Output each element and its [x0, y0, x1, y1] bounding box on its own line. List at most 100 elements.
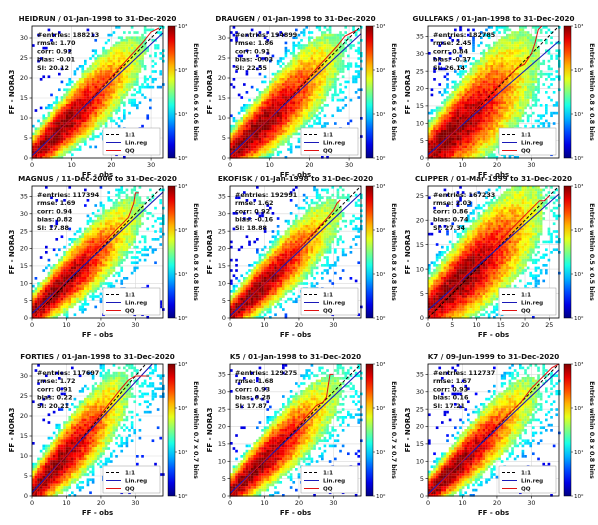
heatmap-cell — [552, 91, 556, 94]
heatmap-cell — [292, 49, 296, 53]
heatmap-cell — [282, 117, 285, 120]
heatmap-cell — [81, 308, 85, 311]
heatmap-cell — [143, 85, 147, 89]
heatmap-cell — [34, 310, 38, 314]
heatmap-cell — [435, 140, 439, 144]
heatmap-cell — [438, 122, 442, 125]
heatmap-cell — [245, 49, 249, 53]
heatmap-cell — [235, 156, 238, 159]
heatmap-cell — [438, 124, 442, 128]
heatmap-cell — [534, 67, 538, 71]
heatmap-cell — [130, 65, 134, 68]
heatmap-cell — [276, 96, 280, 99]
heatmap-cell — [490, 78, 494, 81]
heatmap-cell — [555, 54, 559, 58]
heatmap-cell — [451, 104, 455, 107]
heatmap-cell — [508, 109, 512, 112]
heatmap-cell — [258, 91, 262, 94]
heatmap-cell — [266, 104, 270, 107]
heatmap-cell — [73, 98, 77, 102]
heatmap-cell — [302, 28, 306, 32]
heatmap-cell — [123, 156, 126, 159]
heatmap-cell — [516, 122, 520, 125]
heatmap-cell — [269, 59, 272, 63]
heatmap-cell — [451, 101, 455, 105]
heatmap-cell — [292, 109, 296, 112]
heatmap-cell — [315, 49, 319, 53]
heatmap-cell — [334, 91, 337, 94]
heatmap-cell — [487, 46, 491, 50]
heatmap-cell — [245, 70, 249, 73]
heatmap-cell — [513, 109, 517, 112]
heatmap-cell — [443, 111, 447, 115]
heatmap-cell — [76, 96, 79, 99]
heatmap-cell — [500, 49, 504, 53]
heatmap-cell — [84, 271, 87, 275]
heatmap-cell — [128, 49, 131, 53]
heatmap-cell — [537, 65, 540, 68]
heatmap-cell — [508, 114, 512, 118]
heatmap-cell — [60, 305, 64, 309]
heatmap-cell — [282, 127, 285, 131]
heatmap-cell — [456, 156, 460, 159]
heatmap-cell — [60, 277, 64, 280]
heatmap-cell — [542, 72, 546, 76]
heatmap-cell — [266, 130, 270, 133]
heatmap-cell — [485, 109, 488, 112]
heatmap-cell — [287, 140, 290, 144]
heatmap-cell — [454, 28, 457, 32]
heatmap-cell — [65, 269, 69, 272]
heatmap-cell — [89, 57, 92, 60]
heatmap-cell — [495, 88, 499, 92]
heatmap-cell — [341, 98, 345, 102]
heatmap-cell — [84, 243, 87, 246]
heatmap-cell — [81, 140, 85, 144]
heatmap-cell — [115, 62, 118, 66]
heatmap-cell — [99, 111, 103, 115]
heatmap-cell — [94, 271, 98, 275]
heatmap-cell — [347, 122, 350, 125]
heatmap-cell — [495, 70, 499, 73]
ytick-label: 35 — [416, 33, 424, 41]
heatmap-cell — [448, 52, 452, 55]
heatmap-cell — [50, 225, 53, 228]
heatmap-cell — [274, 132, 277, 136]
heatmap-cell — [467, 130, 470, 133]
heatmap-cell — [136, 106, 139, 110]
heatmap-cell — [446, 111, 449, 115]
heatmap-cell — [128, 44, 131, 47]
heatmap-cell — [295, 104, 298, 107]
heatmap-cell — [250, 28, 254, 32]
heatmap-cell — [39, 78, 43, 81]
heatmap-cell — [243, 148, 246, 151]
heatmap-cell — [71, 305, 74, 309]
heatmap-cell — [271, 106, 275, 110]
heatmap-cell — [279, 88, 283, 92]
heatmap-cell — [323, 46, 327, 50]
heatmap-cell — [287, 93, 290, 97]
heatmap-cell — [250, 114, 254, 118]
heatmap-cell — [243, 122, 246, 125]
heatmap-cell — [521, 88, 525, 92]
stat-line: SI: 22.55 — [235, 64, 267, 72]
heatmap-cell — [68, 271, 72, 275]
heatmap-cell — [503, 156, 507, 159]
heatmap-cell — [341, 75, 345, 79]
heatmap-cell — [446, 96, 449, 99]
heatmap-cell — [55, 101, 59, 105]
heatmap-cell — [477, 135, 481, 138]
heatmap-cell — [76, 109, 79, 112]
heatmap-cell — [86, 279, 90, 283]
heatmap-cell — [86, 106, 90, 110]
heatmap-cell — [91, 124, 95, 128]
heatmap-cell — [136, 57, 139, 60]
heatmap-cell — [331, 54, 335, 58]
heatmap-cell — [511, 119, 514, 123]
heatmap-cell — [454, 114, 457, 118]
heatmap-cell — [305, 75, 309, 79]
heatmap-cell — [89, 271, 92, 275]
heatmap-cell — [274, 72, 277, 76]
heatmap-cell — [102, 46, 105, 50]
heatmap-cell — [84, 101, 87, 105]
heatmap-cell — [289, 98, 293, 102]
